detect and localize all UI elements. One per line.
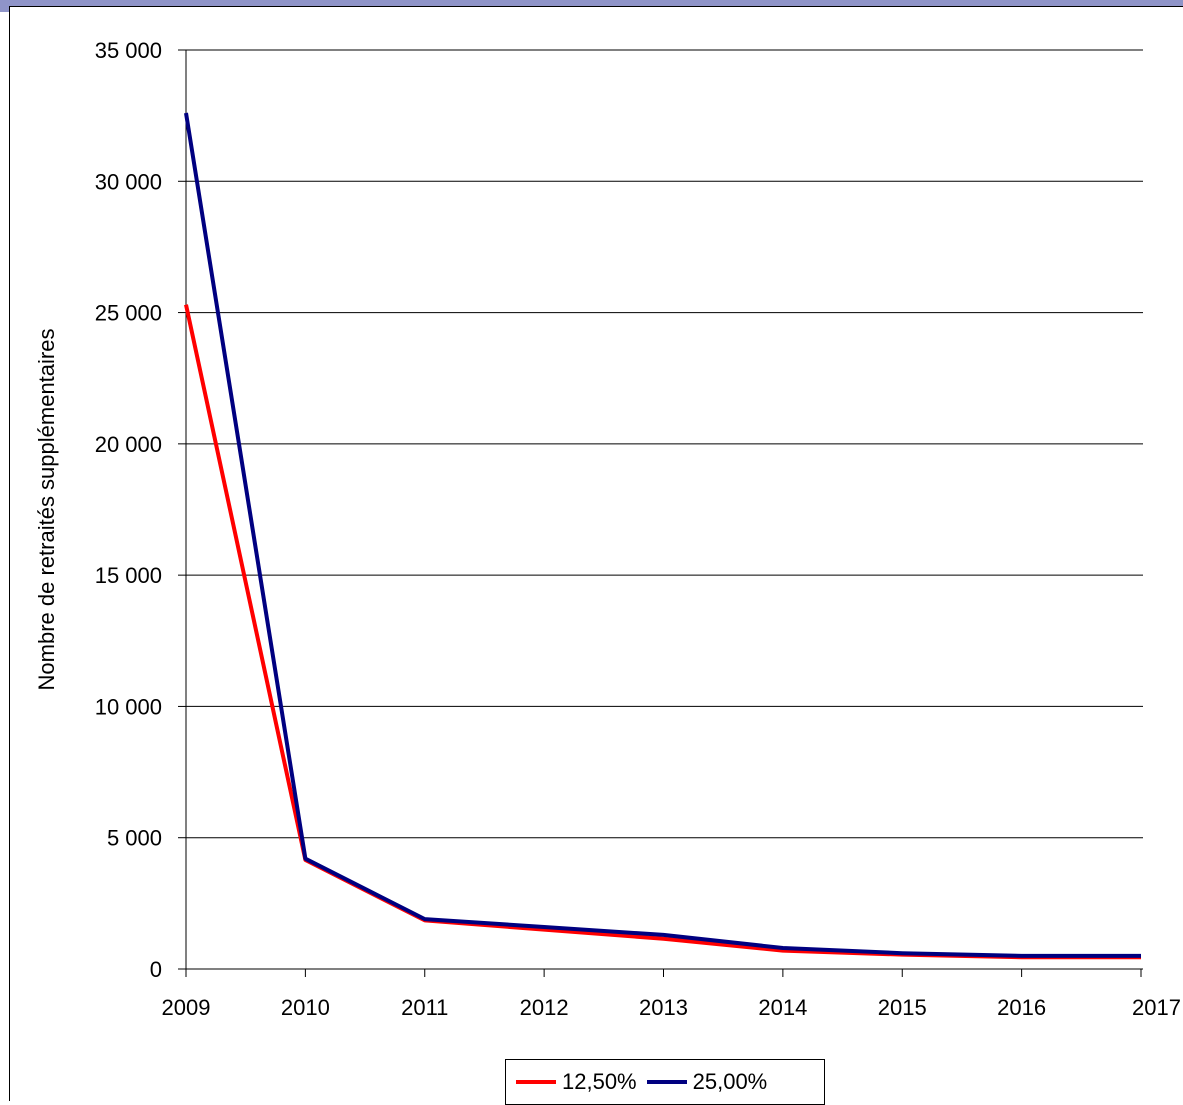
legend-swatch-series-2 bbox=[647, 1080, 687, 1084]
y-tick-label: 25 000 bbox=[95, 301, 162, 326]
legend-swatch-series-1 bbox=[516, 1080, 556, 1084]
x-tick-label: 2010 bbox=[281, 995, 330, 1020]
y-axis-title: Nombre de retraités supplémentaires bbox=[34, 329, 59, 691]
x-tick-label: 2014 bbox=[758, 995, 807, 1020]
x-tick-label: 2016 bbox=[997, 995, 1046, 1020]
x-tick-label: 2017 bbox=[1132, 995, 1181, 1020]
y-tick-labels: 0 5 000 10 000 15 000 20 000 25 000 30 000 35 0… bbox=[95, 38, 162, 982]
y-tick-label: 20 000 bbox=[95, 432, 162, 457]
line-chart: 0 5 000 10 000 15 000 20 000 25 000 30 000 35 0… bbox=[10, 7, 1183, 1096]
y-tick-label: 0 bbox=[150, 957, 162, 982]
x-tick-label: 2011 bbox=[401, 995, 448, 1020]
y-tick-label: 15 000 bbox=[95, 563, 162, 588]
legend-item-series-2: 25,00% bbox=[647, 1069, 768, 1095]
series-lines bbox=[186, 113, 1141, 957]
legend-label-series-1: 12,50% bbox=[562, 1069, 637, 1095]
gridlines bbox=[186, 50, 1143, 838]
x-tick-labels: 2009 2010 2011 2012 2013 2014 2015 2016 2017 bbox=[162, 995, 1181, 1020]
x-tick-label: 2015 bbox=[878, 995, 927, 1020]
chart-frame: 0 5 000 10 000 15 000 20 000 25 000 30 000 35 0… bbox=[9, 6, 1183, 1101]
x-tick-label: 2013 bbox=[639, 995, 688, 1020]
x-tick-label: 2012 bbox=[520, 995, 569, 1020]
y-tick-label: 5 000 bbox=[107, 826, 162, 851]
series-line-1 bbox=[186, 305, 1141, 958]
series-line-2 bbox=[186, 113, 1141, 956]
legend-label-series-2: 25,00% bbox=[693, 1069, 768, 1095]
y-tick-label: 10 000 bbox=[95, 694, 162, 719]
x-tick-label: 2009 bbox=[162, 995, 211, 1020]
legend-item-series-1: 12,50% bbox=[516, 1069, 637, 1095]
legend: 12,50% 25,00% bbox=[505, 1059, 825, 1105]
y-tick-label: 35 000 bbox=[95, 38, 162, 63]
y-tick-label: 30 000 bbox=[95, 169, 162, 194]
